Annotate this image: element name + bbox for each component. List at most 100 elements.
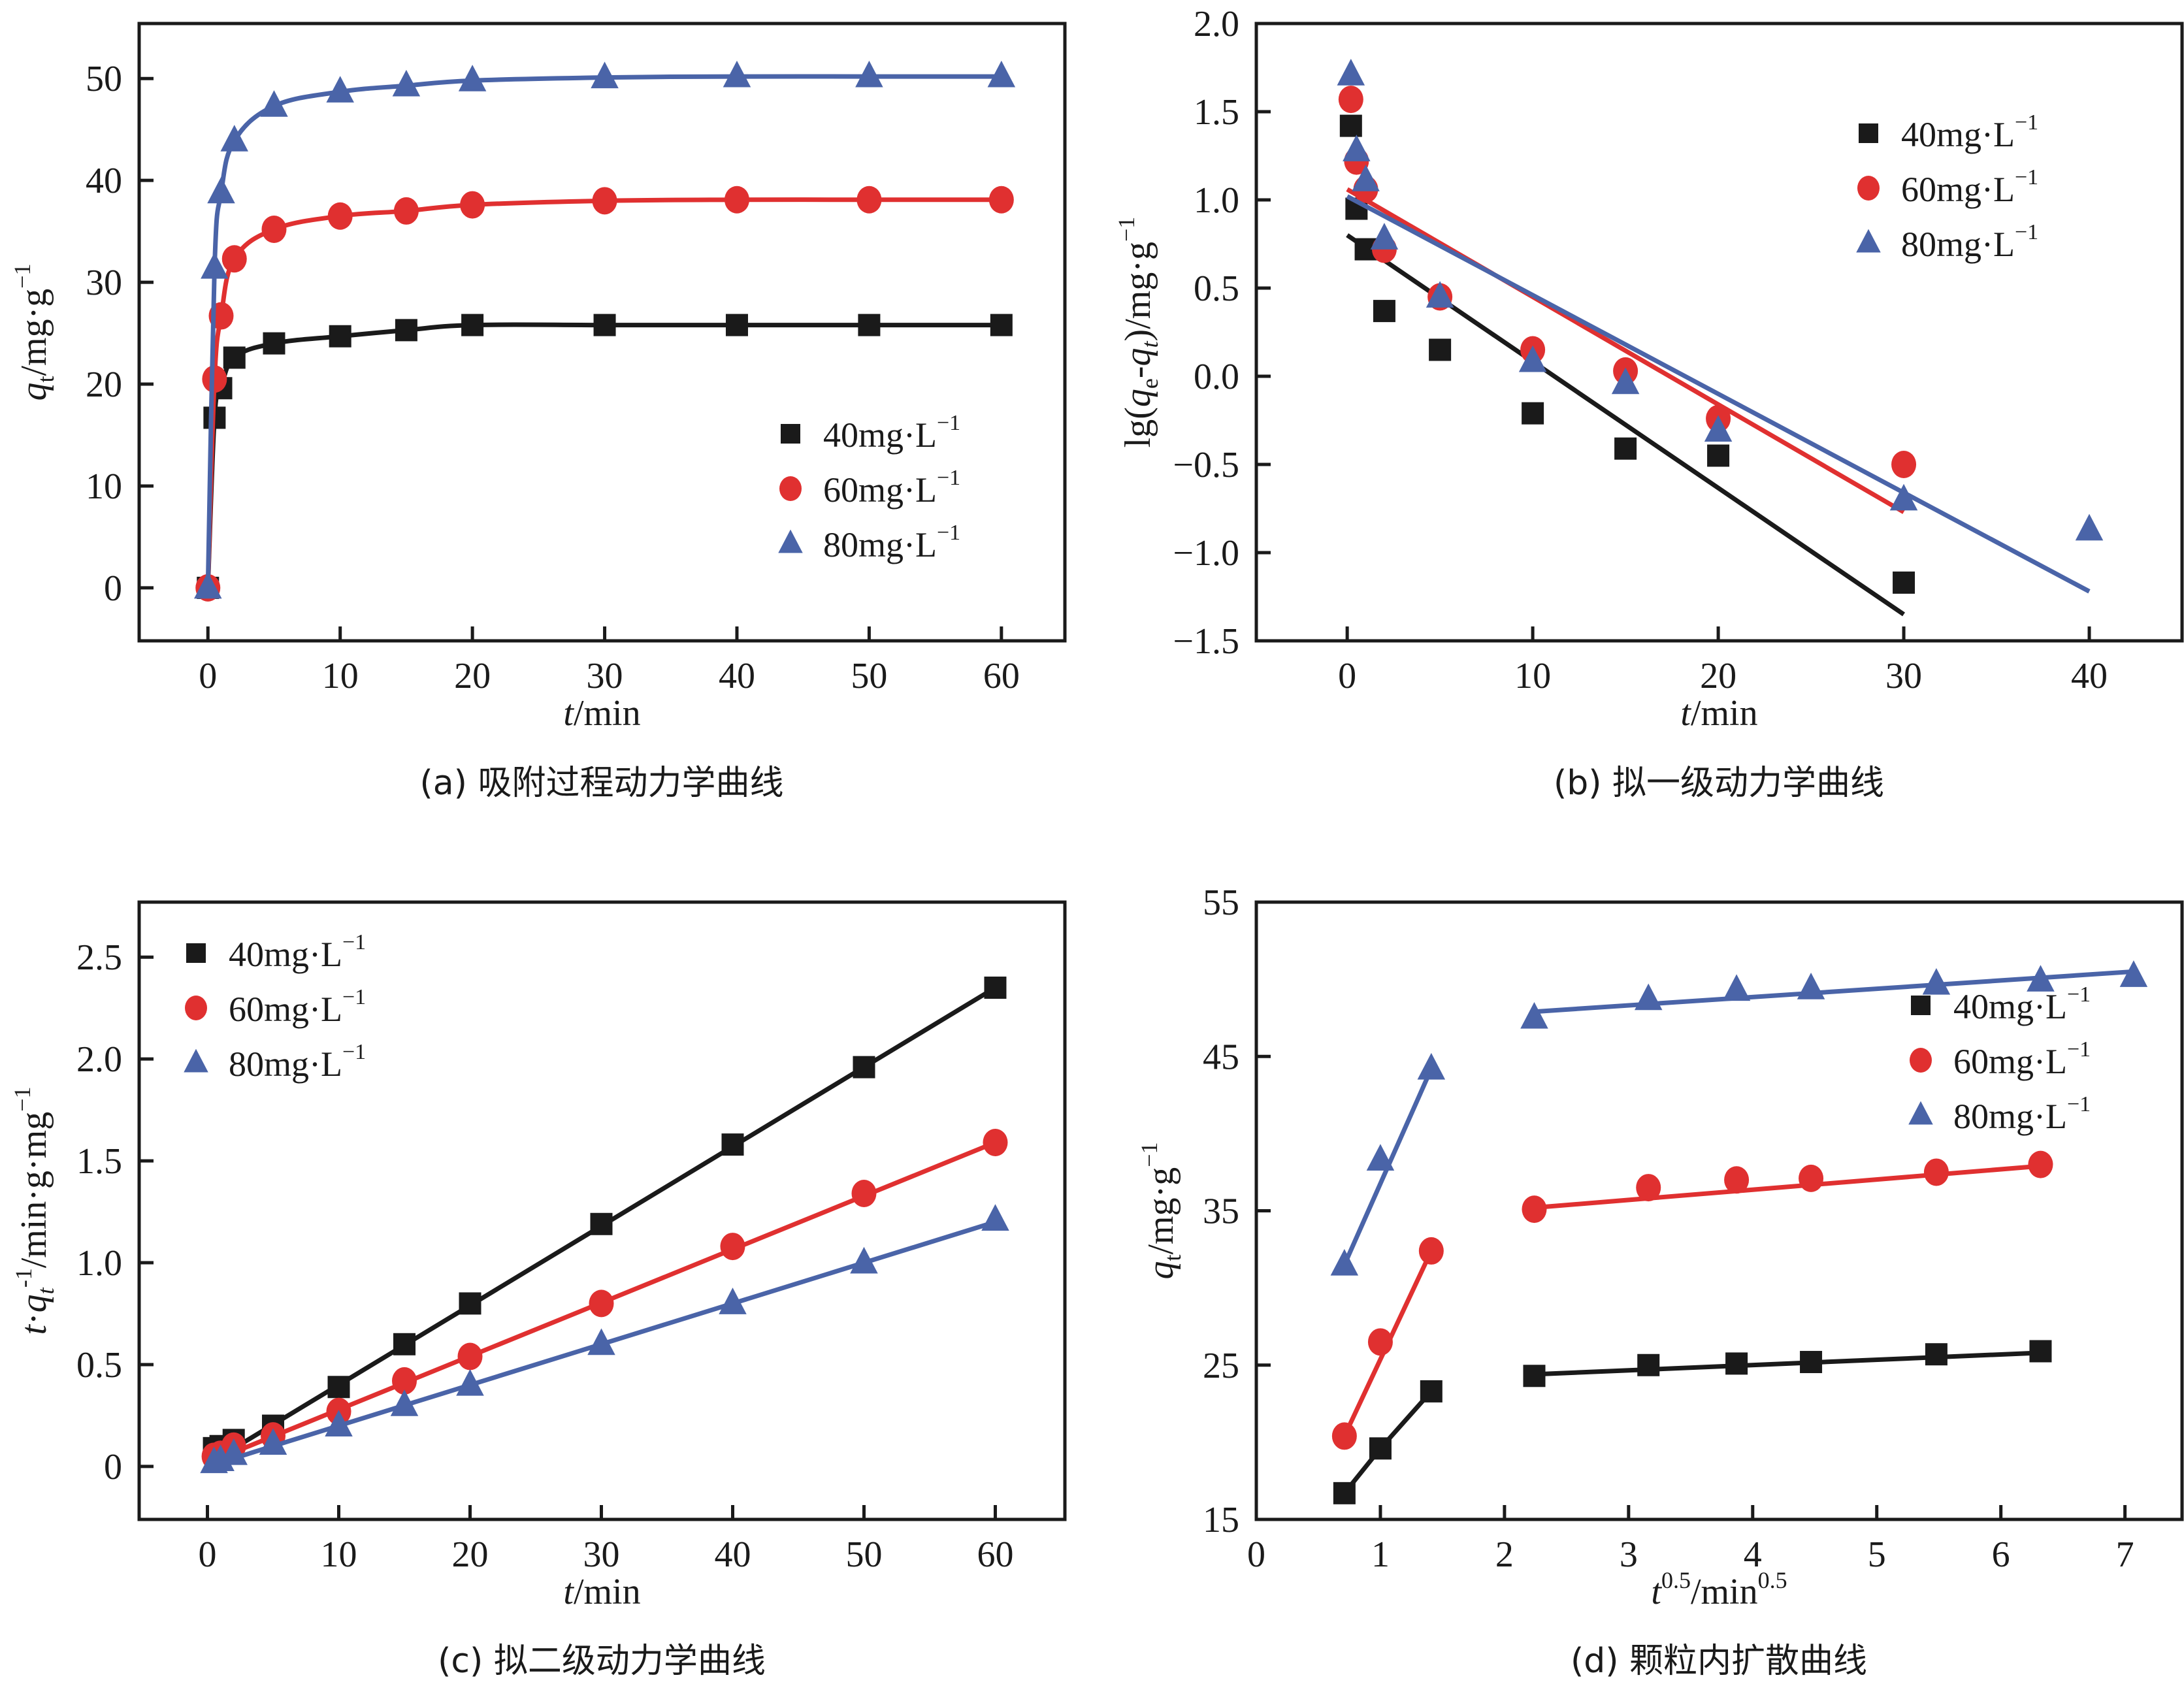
x-axis-label: t/min bbox=[1680, 693, 1757, 734]
data-point-c60 bbox=[457, 1342, 483, 1370]
panel-c-caption: (c) 拟二级动力学曲线 bbox=[438, 1642, 766, 1681]
data-point-c40 bbox=[590, 1212, 613, 1235]
data-point-c60 bbox=[1338, 86, 1363, 114]
data-point-c60 bbox=[589, 1289, 614, 1318]
legend-label-c80: 80mg·L−1 bbox=[823, 521, 960, 564]
x-tick-label: 50 bbox=[845, 1534, 882, 1575]
fit-line-c60 bbox=[1346, 187, 1905, 514]
data-point-c80 bbox=[723, 60, 751, 88]
data-point-c40 bbox=[984, 976, 1007, 999]
panel-b-caption: (b) 拟一级动力学曲线 bbox=[1554, 764, 1884, 803]
legend-marker-c60 bbox=[1910, 1048, 1932, 1073]
x-axis-label: t0.5/min0.5 bbox=[1651, 1567, 1787, 1612]
data-point-c80 bbox=[207, 176, 235, 204]
data-point-c80 bbox=[850, 1246, 878, 1274]
data-point-c60 bbox=[393, 197, 419, 225]
x-tick-label: 30 bbox=[1885, 656, 1922, 696]
y-axis-label: qt/mg·g−1 bbox=[1136, 1142, 1186, 1279]
y-tick-label: 2.0 bbox=[76, 1039, 122, 1080]
series-c80 bbox=[1337, 59, 2104, 594]
data-point-c80 bbox=[194, 572, 222, 599]
data-point-c80 bbox=[1352, 165, 1380, 191]
data-point-c40 bbox=[1373, 300, 1395, 323]
x-tick-label: 20 bbox=[1700, 656, 1736, 696]
legend-marker-c40 bbox=[1859, 123, 1878, 143]
data-point-c60 bbox=[2028, 1150, 2053, 1178]
legend: 40mg·L−1 60mg·L−1 80mg·L−1 bbox=[778, 411, 960, 564]
data-point-c60 bbox=[1891, 451, 1917, 478]
data-point-c80 bbox=[220, 1438, 248, 1465]
y-tick-label: 10 bbox=[86, 466, 122, 507]
data-point-c80 bbox=[1343, 135, 1371, 161]
y-tick-label: 1.5 bbox=[1194, 92, 1239, 133]
series-c80 bbox=[1330, 960, 2148, 1276]
fit-line-c80 bbox=[1346, 194, 2091, 594]
panel-a-adsorption-kinetics: (a) 吸附过程动力学曲线 0 10 20 30 40 50 60 0 10 20 30 40 50 t/… bbox=[9, 22, 1067, 803]
x-tick-label: 2 bbox=[1495, 1534, 1514, 1575]
data-point-c60 bbox=[1636, 1174, 1661, 1202]
y-axis-label: lg(qe-qt)/mg·g−1 bbox=[1113, 217, 1163, 448]
data-point-c40 bbox=[263, 332, 285, 355]
x-tick-label: 10 bbox=[1514, 656, 1551, 696]
panel-a-caption: (a) 吸附过程动力学曲线 bbox=[420, 764, 784, 803]
legend-marker-c80 bbox=[184, 1048, 208, 1073]
y-tick-label: 45 bbox=[1203, 1037, 1239, 1077]
legend: 40mg·L−1 60mg·L−1 80mg·L−1 bbox=[1856, 110, 2038, 264]
data-point-c80 bbox=[1520, 1001, 1548, 1029]
plot-frame bbox=[137, 22, 1067, 643]
data-point-c80 bbox=[392, 69, 421, 97]
data-point-c60 bbox=[592, 187, 617, 215]
y-tick-label: 0.0 bbox=[1194, 357, 1239, 397]
x-tick-label: 5 bbox=[1868, 1534, 1886, 1575]
data-point-c60 bbox=[856, 186, 882, 214]
data-point-c40 bbox=[461, 314, 484, 336]
y-tick-label: 25 bbox=[1203, 1346, 1239, 1386]
data-point-c60 bbox=[460, 191, 485, 219]
data-point-c40 bbox=[395, 319, 417, 342]
legend-marker-c60 bbox=[779, 476, 802, 501]
x-tick-label: 3 bbox=[1620, 1534, 1638, 1575]
series-c40 bbox=[1333, 1340, 2052, 1504]
fit-segment-c40-2 bbox=[1534, 1350, 2041, 1377]
data-point-c40 bbox=[1523, 1365, 1546, 1387]
fit-segment-c60-2 bbox=[1534, 1163, 2041, 1210]
data-point-c80 bbox=[591, 61, 619, 89]
x-tick-label: 0 bbox=[199, 656, 217, 696]
data-point-c80 bbox=[1426, 281, 1454, 308]
data-point-c80 bbox=[1922, 967, 1951, 995]
data-point-c40 bbox=[1614, 437, 1637, 460]
x-tick-label: 30 bbox=[583, 1534, 619, 1575]
x-tick-label: 1 bbox=[1371, 1534, 1390, 1575]
x-tick-label: 40 bbox=[2071, 656, 2108, 696]
data-point-c40 bbox=[1420, 1380, 1442, 1402]
y-tick-label: 0 bbox=[104, 1447, 122, 1487]
data-point-c80 bbox=[1797, 973, 1825, 999]
data-point-c80 bbox=[259, 1428, 287, 1455]
data-point-c40 bbox=[2029, 1340, 2052, 1363]
x-tick-label: 40 bbox=[719, 656, 755, 696]
data-point-c80 bbox=[1417, 1052, 1446, 1080]
x-tick-label: 60 bbox=[983, 656, 1020, 696]
data-point-c80 bbox=[855, 60, 883, 88]
data-point-c80 bbox=[220, 125, 248, 152]
data-point-c80 bbox=[390, 1389, 419, 1416]
data-point-c60 bbox=[851, 1179, 877, 1207]
legend-label-c40: 40mg·L−1 bbox=[229, 930, 366, 974]
data-point-c80 bbox=[2075, 513, 2104, 541]
data-point-c40 bbox=[1893, 571, 1915, 594]
data-point-c60 bbox=[1799, 1164, 1824, 1192]
data-point-c80 bbox=[1889, 483, 1918, 511]
y-tick-label: 1.0 bbox=[1194, 180, 1239, 221]
x-axis-label: t/min bbox=[563, 693, 640, 734]
data-point-c40 bbox=[1925, 1343, 1948, 1366]
data-point-c40 bbox=[1369, 1437, 1392, 1460]
x-tick-label: 40 bbox=[714, 1534, 751, 1575]
legend-marker-c60 bbox=[185, 996, 207, 1020]
x-tick-label: 6 bbox=[1992, 1534, 2010, 1575]
data-point-c80 bbox=[981, 1204, 1009, 1231]
data-point-c60 bbox=[392, 1367, 417, 1395]
y-tick-label: −0.5 bbox=[1173, 445, 1239, 485]
data-point-c80 bbox=[1518, 345, 1547, 372]
data-point-c40 bbox=[1333, 1482, 1356, 1504]
